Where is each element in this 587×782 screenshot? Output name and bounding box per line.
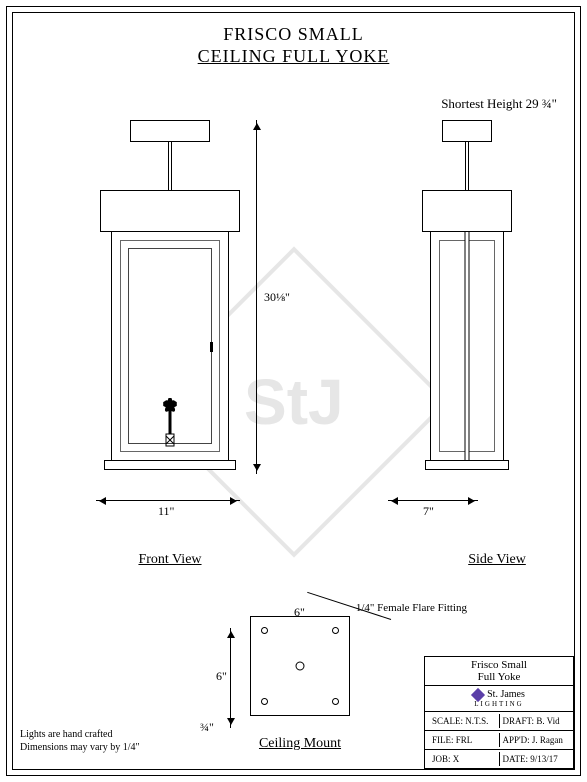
title-block: Frisco Small Full Yoke St. James LIGHTIN… bbox=[424, 656, 574, 769]
tb-scale-row: SCALE: N.T.S. DRAFT: B. Vid bbox=[425, 712, 573, 731]
mount-hole bbox=[332, 627, 339, 634]
front-canopy bbox=[130, 120, 210, 142]
side-stem bbox=[465, 142, 469, 190]
fitting-label: 1/4" Female Flare Fitting bbox=[356, 602, 467, 614]
front-yoke bbox=[100, 190, 240, 232]
side-yoke-rod bbox=[465, 232, 470, 460]
mount-hole bbox=[261, 698, 268, 705]
side-yoke bbox=[422, 190, 512, 232]
front-stem bbox=[168, 142, 172, 190]
mount-plate bbox=[250, 616, 350, 716]
tb-product-name: Frisco Small Full Yoke bbox=[425, 657, 573, 686]
title: FRISCO SMALL bbox=[0, 24, 587, 45]
mount-hole bbox=[332, 698, 339, 705]
side-canopy bbox=[442, 120, 492, 142]
front-base bbox=[104, 460, 236, 470]
burner-icon bbox=[155, 398, 185, 448]
ceiling-mount-label: Ceiling Mount bbox=[200, 736, 400, 752]
subtitle: CEILING FULL YOKE bbox=[0, 46, 587, 67]
tb-file-row: FILE: FRL APP'D: J. Ragan bbox=[425, 731, 573, 750]
tb-job-row: JOB: X DATE: 9/13/17 bbox=[425, 750, 573, 768]
front-lantern-body bbox=[111, 231, 229, 461]
side-lantern-body bbox=[430, 231, 504, 461]
shortest-height-label: Shortest Height 29 ¾" bbox=[441, 96, 557, 112]
side-view bbox=[422, 120, 512, 470]
mount-hole bbox=[261, 627, 268, 634]
footnote-line1: Lights are hand crafted bbox=[20, 728, 140, 741]
footnote-line2: Dimensions may vary by 1/4" bbox=[20, 741, 140, 754]
dim-mount-offset: ¾" bbox=[200, 720, 214, 735]
ceiling-mount-area: ¾" Ceiling Mount bbox=[200, 616, 400, 752]
footnote: Lights are hand crafted Dimensions may v… bbox=[20, 728, 140, 754]
views-area bbox=[30, 120, 557, 590]
front-view bbox=[100, 120, 240, 470]
side-base bbox=[425, 460, 509, 470]
mount-center-hole bbox=[296, 662, 305, 671]
door-latch bbox=[210, 342, 213, 352]
drawing-page: FRISCO SMALL CEILING FULL YOKE Shortest … bbox=[0, 0, 587, 782]
tb-company: St. James LIGHTING bbox=[425, 686, 573, 712]
